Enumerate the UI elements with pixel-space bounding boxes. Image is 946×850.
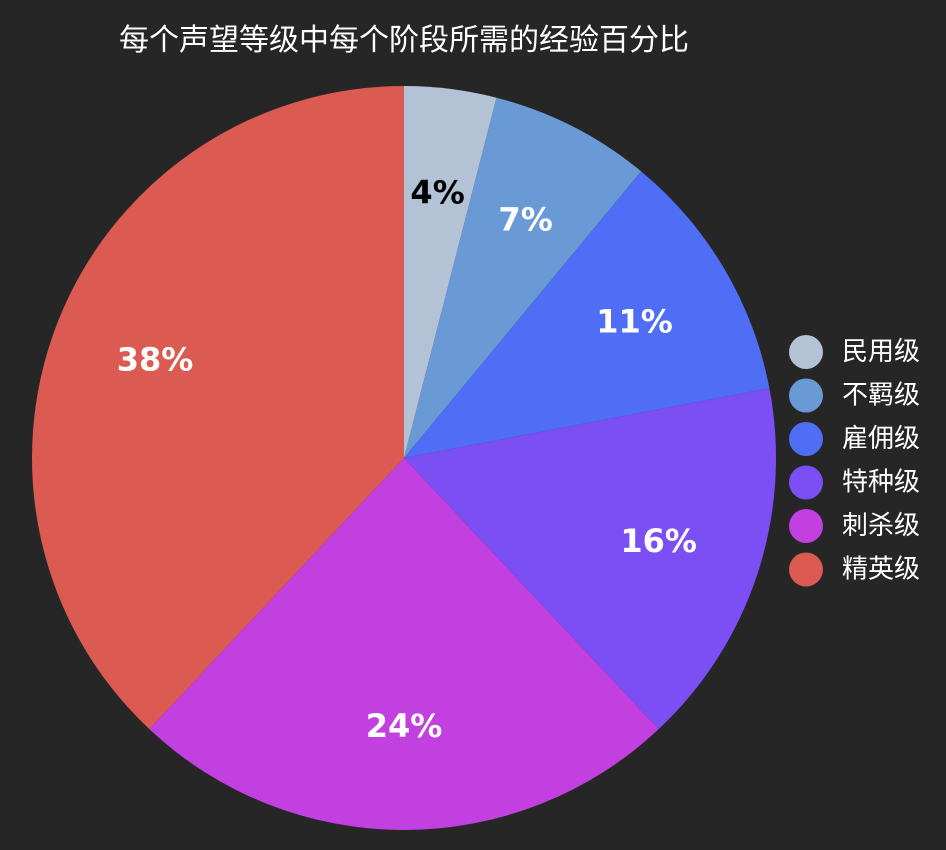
data-label-4: 16%	[620, 522, 697, 560]
data-label-6: 38%	[117, 340, 194, 378]
pie-slice-1	[404, 86, 497, 458]
legend-label-4: 特种级	[842, 468, 920, 498]
pie-slice-6	[31, 85, 404, 730]
pie-data-labels: 4% 7% 11% 16% 24% 38%	[117, 173, 697, 745]
data-label-3: 11%	[596, 303, 673, 341]
legend-marker-4	[789, 465, 823, 500]
pie-slice-4	[404, 388, 777, 730]
data-label-1: 4%	[410, 173, 464, 211]
legend-marker-3	[789, 422, 823, 456]
legend-marker-1	[789, 335, 823, 369]
data-label-2: 7%	[498, 200, 552, 238]
legend-marker-5	[789, 509, 823, 543]
legend-label-6: 精英级	[842, 555, 920, 585]
pie-slices	[31, 85, 777, 831]
legend-label-2: 不羁级	[842, 381, 920, 411]
data-label-5: 24%	[366, 707, 443, 745]
pie-slice-3	[404, 171, 770, 458]
legend-label-3: 雇佣级	[842, 424, 920, 454]
pie-slice-5	[149, 458, 659, 831]
pie-slice-2	[404, 97, 642, 458]
chart-title: 每个声望等级中每个阶段所需的经验百分比	[119, 23, 689, 58]
legend-marker-2	[789, 378, 823, 413]
legend-label-1: 民用级	[842, 337, 920, 367]
legend-label-5: 刺杀级	[842, 511, 920, 541]
legend-marker-6	[789, 552, 823, 587]
